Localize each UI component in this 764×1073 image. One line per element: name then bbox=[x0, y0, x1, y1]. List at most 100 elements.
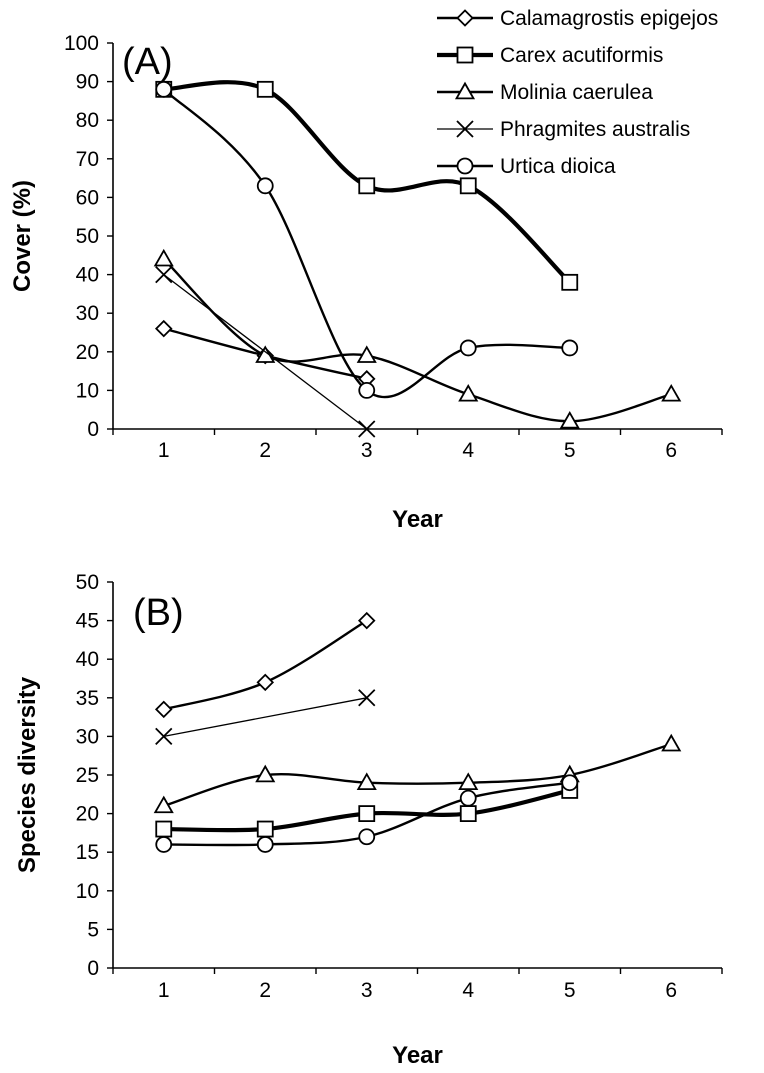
legend-item: Phragmites australis bbox=[437, 118, 690, 141]
data-point bbox=[256, 673, 275, 692]
data-point bbox=[561, 774, 579, 792]
series-line bbox=[163, 619, 368, 711]
x-tick-label: 1 bbox=[158, 439, 170, 462]
y-tick-label: 60 bbox=[76, 186, 99, 209]
data-point bbox=[153, 795, 174, 814]
legend-label: Calamagrostis epigejos bbox=[500, 7, 718, 30]
x-tick-label: 6 bbox=[665, 439, 677, 462]
y-tick-label: 20 bbox=[76, 341, 99, 364]
y-tick-label: 10 bbox=[76, 379, 99, 402]
y-tick-label: 35 bbox=[76, 687, 99, 710]
data-point bbox=[358, 805, 376, 822]
data-point bbox=[155, 727, 173, 746]
series-carex-acutiformis bbox=[155, 80, 579, 291]
x-tick-label: 6 bbox=[665, 979, 677, 1002]
x-tick-label: 2 bbox=[259, 439, 271, 462]
legend-label: Molinia caerulea bbox=[500, 81, 653, 104]
y-tick-label: 40 bbox=[76, 648, 99, 671]
data-point bbox=[358, 828, 376, 846]
data-point bbox=[255, 764, 276, 783]
data-point bbox=[358, 177, 376, 195]
data-point bbox=[356, 772, 377, 790]
data-point bbox=[154, 319, 173, 338]
data-point bbox=[155, 80, 173, 98]
data-point bbox=[356, 345, 377, 363]
data-point bbox=[358, 689, 376, 707]
series-line bbox=[162, 258, 672, 423]
y-tick-label: 25 bbox=[76, 764, 99, 787]
x-tick-label: 1 bbox=[158, 979, 170, 1002]
legend-marker bbox=[456, 46, 474, 64]
data-point bbox=[661, 383, 682, 402]
data-point bbox=[256, 177, 274, 195]
y-tick-label: 5 bbox=[87, 918, 99, 941]
data-point bbox=[459, 177, 477, 195]
x-tick-label: 4 bbox=[462, 439, 474, 462]
data-point bbox=[256, 836, 274, 853]
legend-item: Carex acutiformis bbox=[437, 44, 663, 67]
y-tick-label: 10 bbox=[76, 880, 99, 903]
data-point bbox=[559, 410, 580, 429]
legend-label: Phragmites australis bbox=[500, 118, 690, 141]
series-line bbox=[163, 742, 672, 808]
data-point bbox=[155, 265, 173, 284]
legend-item: Molinia caerulea bbox=[437, 81, 653, 104]
y-tick-label: 50 bbox=[76, 225, 99, 248]
x-tick-label: 2 bbox=[259, 979, 271, 1002]
x-axis-title: Year bbox=[392, 506, 443, 533]
x-tick-label: 5 bbox=[564, 439, 576, 462]
y-tick-label: 40 bbox=[76, 264, 99, 287]
data-point bbox=[153, 248, 174, 267]
legend-marker bbox=[456, 157, 474, 175]
y-axis-title: Species diversity bbox=[14, 676, 41, 873]
legend-marker bbox=[454, 81, 476, 100]
y-tick-label: 0 bbox=[87, 418, 99, 441]
chart-panel-a: 0 10 20 30 40 50 60 70 80 90 100 1 2 3 4 5 6 Year Cover (%… bbox=[9, 32, 723, 533]
y-tick-label: 0 bbox=[87, 957, 99, 980]
panel-label: (B) bbox=[133, 592, 184, 634]
legend-marker bbox=[456, 9, 474, 27]
data-point bbox=[459, 339, 477, 357]
y-tick-label: 50 bbox=[76, 571, 99, 594]
y-tick-label: 30 bbox=[76, 302, 99, 325]
legend-item: Calamagrostis epigejos bbox=[437, 7, 718, 30]
y-tick-label: 15 bbox=[76, 841, 99, 864]
data-point bbox=[661, 733, 682, 752]
y-tick-label: 80 bbox=[76, 109, 99, 132]
x-tick-label: 4 bbox=[462, 979, 474, 1002]
data-point bbox=[155, 836, 173, 853]
series-line bbox=[163, 274, 368, 430]
data-point bbox=[458, 772, 479, 790]
y-tick-label: 100 bbox=[64, 32, 99, 55]
data-point bbox=[154, 700, 173, 719]
x-tick-label: 3 bbox=[361, 979, 373, 1002]
data-point bbox=[561, 273, 579, 291]
series-line bbox=[163, 697, 367, 738]
data-point bbox=[256, 820, 274, 838]
legend-label: Urtica dioica bbox=[500, 155, 616, 178]
legend-item: Urtica dioica bbox=[437, 155, 616, 178]
x-axis-title: Year bbox=[392, 1042, 443, 1069]
series-molinia-caerulea bbox=[153, 248, 682, 429]
series-phragmites-australis bbox=[155, 689, 376, 746]
x-tick-label: 3 bbox=[361, 439, 373, 462]
data-point bbox=[458, 383, 479, 402]
y-tick-label: 45 bbox=[76, 610, 99, 633]
legend: Calamagrostis epigejos Carex acutiformis M… bbox=[437, 7, 718, 178]
series-urtica-dioica bbox=[155, 80, 579, 399]
x-tick-label: 5 bbox=[564, 979, 576, 1002]
data-point bbox=[358, 420, 376, 438]
y-tick-label: 30 bbox=[76, 725, 99, 748]
y-tick-label: 70 bbox=[76, 148, 99, 171]
series-urtica-dioica bbox=[155, 774, 579, 853]
panel-label: (A) bbox=[122, 41, 173, 83]
data-point bbox=[459, 805, 477, 822]
legend-marker bbox=[456, 120, 474, 138]
data-point bbox=[358, 381, 376, 399]
y-axis-title: Cover (%) bbox=[9, 180, 36, 292]
series-molinia-caerulea bbox=[153, 733, 682, 814]
series-calamagrostis-epigejos bbox=[154, 611, 376, 719]
y-tick-label: 90 bbox=[76, 71, 99, 94]
